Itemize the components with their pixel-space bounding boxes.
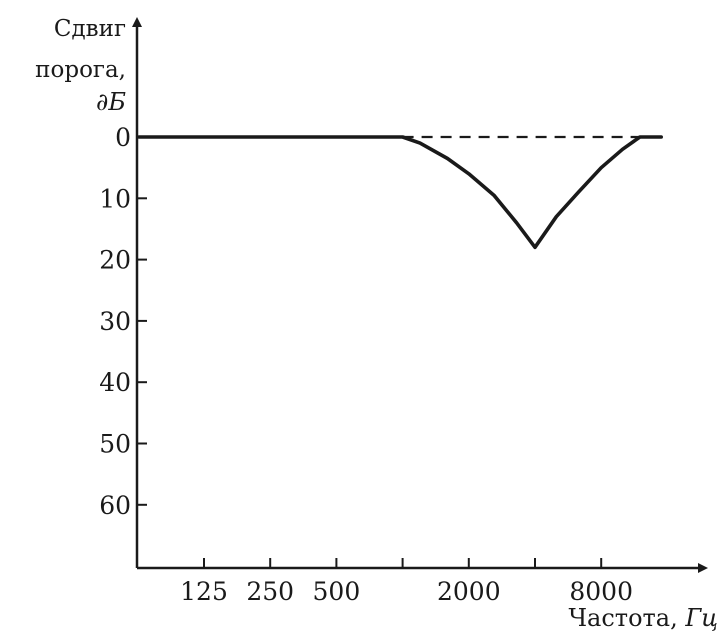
y-tick-label: 60 (99, 491, 131, 520)
x-tick-label: 500 (313, 577, 361, 606)
y-ticks: 0 10 20 30 40 50 60 (99, 123, 147, 520)
y-axis-label-line-1: Сдвиг (54, 16, 126, 42)
x-tick-label: 2000 (437, 577, 501, 606)
y-tick-label: 20 (99, 246, 131, 275)
y-tick-label: 40 (99, 368, 131, 397)
y-axis-label-unit: ∂Б (96, 88, 126, 116)
threshold-shift-curve (137, 135, 663, 250)
y-axis-label-line-2: порога, (35, 57, 126, 83)
x-axis-label-text: Частота, (568, 604, 685, 632)
x-axis-label-unit: Гц (684, 604, 718, 632)
x-axis-label: Частота, Гц (568, 604, 718, 632)
y-tick-label: 30 (99, 307, 131, 336)
x-tick-label: 125 (180, 577, 228, 606)
x-tick-label: 8000 (569, 577, 633, 606)
series-layer (137, 135, 663, 250)
y-tick-label: 0 (115, 123, 131, 152)
y-tick-label: 50 (99, 430, 131, 459)
x-tick-label: 250 (246, 577, 294, 606)
x-ticks: 125 250 500 2000 8000 (180, 558, 633, 606)
y-tick-label: 10 (99, 184, 131, 213)
